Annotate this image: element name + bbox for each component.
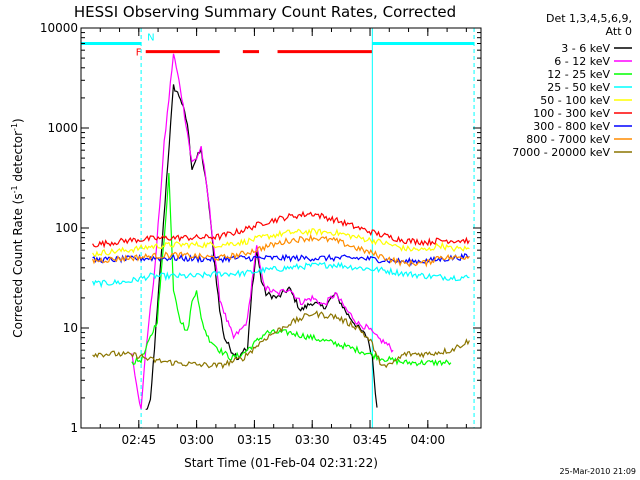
- series-line-6: [92, 252, 470, 267]
- y-axis-label-mid: detector: [11, 131, 25, 186]
- series-line-7: [92, 233, 470, 268]
- x-axis-label: Start Time (01-Feb-04 02:31:22): [184, 456, 378, 470]
- state-bars: FN: [81, 32, 475, 59]
- y-tick-label: 100: [55, 221, 78, 235]
- legend-entry-label: 300 - 800 keV: [533, 120, 610, 133]
- series-line-3: [92, 261, 470, 289]
- x-tick-label: 03:45: [353, 433, 388, 447]
- legend-entry-label: 25 - 50 keV: [547, 81, 610, 94]
- y-axis-label-main: Corrected Count Rate (s: [11, 193, 25, 337]
- x-tick-label: 04:00: [411, 433, 446, 447]
- legend-entry-label: 7000 - 20000 keV: [512, 146, 610, 159]
- legend-entry-label: 800 - 7000 keV: [526, 133, 610, 146]
- legend-header-line-1: Det 1,3,4,5,6,9,: [546, 12, 632, 25]
- y-tick-label: 1: [70, 421, 78, 435]
- y-tick-label: 10000: [40, 21, 78, 35]
- series-line-1: [131, 53, 394, 409]
- x-tick-label: 03:30: [295, 433, 330, 447]
- y-tick-label: 10: [63, 321, 78, 335]
- series-line-2: [131, 172, 452, 367]
- x-tick-label: 02:45: [122, 433, 157, 447]
- series-lines: [92, 53, 470, 411]
- chart-title: HESSI Observing Summary Count Rates, Cor…: [74, 3, 456, 21]
- y-tick-label: 1000: [47, 121, 78, 135]
- timestamp: 25-Mar-2010 21:09: [560, 467, 637, 476]
- series-line-4: [92, 228, 470, 258]
- legend-entry-label: 12 - 25 keV: [547, 68, 610, 81]
- series-line-0: [145, 84, 378, 411]
- y-axis-label: Corrected Count Rate (s-1 detector-1): [10, 118, 25, 337]
- y-axis-label-close: ): [11, 118, 25, 123]
- legend-entry-label: 3 - 6 keV: [561, 42, 610, 55]
- x-tick-label: 03:15: [237, 433, 272, 447]
- y-axis-label-sup: -1: [10, 185, 19, 193]
- state-bar-label: N: [147, 32, 154, 43]
- y-axis-label-sup2: -1: [10, 123, 19, 131]
- y-axis: 1 10 100 1000 10000: [40, 21, 481, 435]
- legend-entry-label: 6 - 12 keV: [554, 55, 610, 68]
- state-bar-label: F: [136, 48, 142, 59]
- legend-entry-label: 50 - 100 keV: [540, 94, 610, 107]
- vertical-lines: [80, 28, 475, 428]
- series-line-5: [92, 210, 470, 249]
- legend-entry-label: 100 - 300 keV: [533, 107, 610, 120]
- series-line-8: [92, 310, 470, 370]
- x-axis: 02:45 03:00 03:15 03:30 03:45 04:00: [99, 28, 467, 447]
- x-tick-label: 03:00: [179, 433, 214, 447]
- legend-header-line-2: Att 0: [606, 25, 632, 38]
